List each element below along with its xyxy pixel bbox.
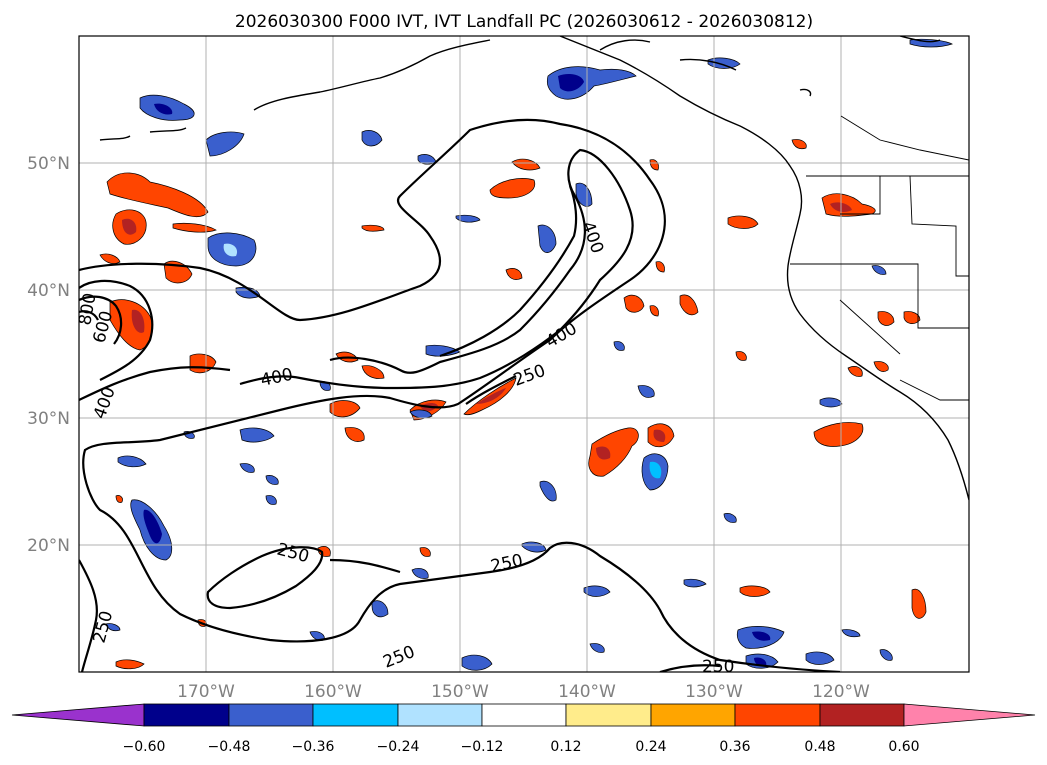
colorbar-tick: −0.24	[377, 739, 420, 755]
colorbar-segment	[734, 703, 821, 727]
colorbar-tick: −0.60	[123, 739, 166, 755]
lat-label-40n: 40°N	[27, 281, 70, 301]
colorbar-tick: 0.24	[635, 739, 666, 755]
colorbar-tick: −0.48	[208, 739, 251, 755]
colorbar-ticks: −0.60 −0.48 −0.36 −0.24 −0.12 0.12 0.24 …	[123, 739, 920, 755]
colorbar-tick: 0.12	[550, 739, 581, 755]
lon-label-150w: 150°W	[431, 682, 489, 702]
colorbar-extend-max	[903, 703, 1036, 727]
lon-label-160w: 160°W	[304, 682, 362, 702]
colorbar-tick: −0.36	[292, 739, 335, 755]
lat-label-50n: 50°N	[27, 154, 70, 174]
lon-label-130w: 130°W	[685, 682, 743, 702]
colorbar-tick: 0.60	[888, 739, 919, 755]
lon-label-170w: 170°W	[177, 682, 235, 702]
latitude-labels: 50°N 40°N 30°N 20°N	[27, 154, 70, 556]
colorbar-extend-min	[11, 703, 145, 727]
colorbar-segment	[481, 703, 567, 727]
lon-label-120w: 120°W	[812, 682, 870, 702]
colorbar-segment	[650, 703, 736, 727]
map-plot-area: 400 400 250 400 600 800 400 250 250 250 …	[75, 36, 969, 677]
colorbar-tick: 0.48	[804, 739, 835, 755]
colorbar	[11, 703, 1036, 727]
colorbar-segment	[565, 703, 652, 727]
longitude-labels: 170°W 160°W 150°W 140°W 130°W 120°W	[177, 682, 870, 702]
contour-label: 800	[75, 291, 100, 326]
colorbar-tick: 0.36	[719, 739, 750, 755]
political-borders	[790, 115, 969, 401]
contour-label: 250	[702, 657, 734, 677]
map-frame	[78, 35, 970, 673]
colorbar-segment	[397, 703, 483, 727]
gridlines	[79, 36, 969, 672]
figure-title: 2026030300 F000 IVT, IVT Landfall PC (20…	[235, 12, 813, 32]
lon-label-140w: 140°W	[558, 682, 616, 702]
ivt-contours	[79, 118, 841, 672]
lat-label-30n: 30°N	[27, 409, 70, 429]
colorbar-segment	[228, 703, 314, 727]
colorbar-segment	[143, 703, 230, 727]
coastlines	[99, 36, 969, 501]
colorbar-tick: −0.12	[461, 739, 504, 755]
negative-correlation-regions	[105, 38, 953, 671]
colorbar-segment	[819, 703, 905, 727]
colorbar-segment	[312, 703, 399, 727]
lat-label-20n: 20°N	[27, 536, 70, 556]
